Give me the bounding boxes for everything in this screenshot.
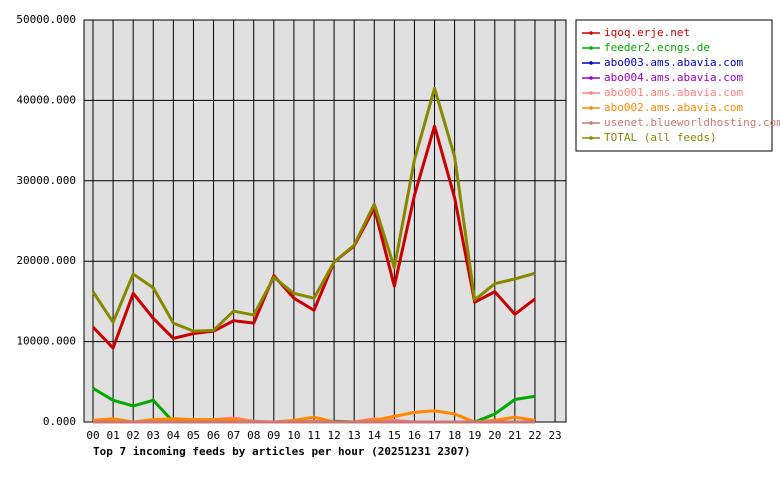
x-tick-label: 03	[147, 429, 160, 442]
x-tick-label: 21	[508, 429, 521, 442]
y-tick-label: 20000.000	[16, 254, 76, 267]
series-line	[91, 86, 536, 333]
x-tick-label: 01	[106, 429, 119, 442]
legend-label: usenet.blueworldhosting.com	[604, 116, 780, 129]
y-tick-label: 50000.000	[16, 13, 76, 26]
x-tick-label: 06	[207, 429, 220, 442]
legend-label: iqoq.erje.net	[604, 26, 690, 39]
x-tick-label: 15	[388, 429, 401, 442]
x-tick-label: 07	[227, 429, 240, 442]
legend-marker	[589, 31, 593, 35]
legend-marker	[589, 121, 593, 125]
x-tick-label: 13	[348, 429, 361, 442]
legend-label: abo001.ams.abavia.com	[604, 86, 743, 99]
x-tick-label: 22	[528, 429, 541, 442]
y-tick-label: 10000.000	[16, 335, 76, 348]
x-tick-label: 00	[86, 429, 99, 442]
legend-label: feeder2.ecngs.de	[604, 41, 710, 54]
legend-marker	[589, 61, 593, 65]
chart-title: Top 7 incoming feeds by articles per hou…	[93, 445, 471, 458]
x-tick-label: 11	[307, 429, 320, 442]
legend-marker	[589, 76, 593, 80]
x-tick-label: 17	[428, 429, 441, 442]
legend-marker	[589, 46, 593, 50]
plot-area	[83, 19, 567, 423]
legend-label: abo002.ams.abavia.com	[604, 101, 743, 114]
y-tick-label: 30000.000	[16, 174, 76, 187]
x-tick-label: 04	[167, 429, 181, 442]
legend-marker	[589, 106, 593, 110]
x-tick-label: 09	[267, 429, 280, 442]
x-tick-label: 12	[327, 429, 340, 442]
x-tick-label: 08	[247, 429, 260, 442]
x-tick-label: 18	[448, 429, 461, 442]
x-tick-label: 20	[488, 429, 501, 442]
legend-box	[575, 19, 773, 152]
legend-label: abo003.ams.abavia.com	[604, 56, 743, 69]
legend-marker	[589, 91, 593, 95]
legend-label: abo004.ams.abavia.com	[604, 71, 743, 84]
y-tick-label: 40000.000	[16, 93, 76, 106]
x-tick-label: 19	[468, 429, 481, 442]
x-tick-label: 10	[287, 429, 300, 442]
x-tick-label: 02	[127, 429, 140, 442]
legend-marker	[589, 136, 593, 140]
x-tick-label: 05	[187, 429, 200, 442]
y-tick-label: 0.000	[43, 415, 76, 428]
x-tick-label: 14	[368, 429, 382, 442]
series-line	[92, 409, 536, 424]
series-line	[91, 124, 536, 350]
x-tick-label: 23	[548, 429, 561, 442]
x-tick-label: 16	[408, 429, 421, 442]
legend-label: TOTAL (all feeds)	[604, 131, 717, 144]
